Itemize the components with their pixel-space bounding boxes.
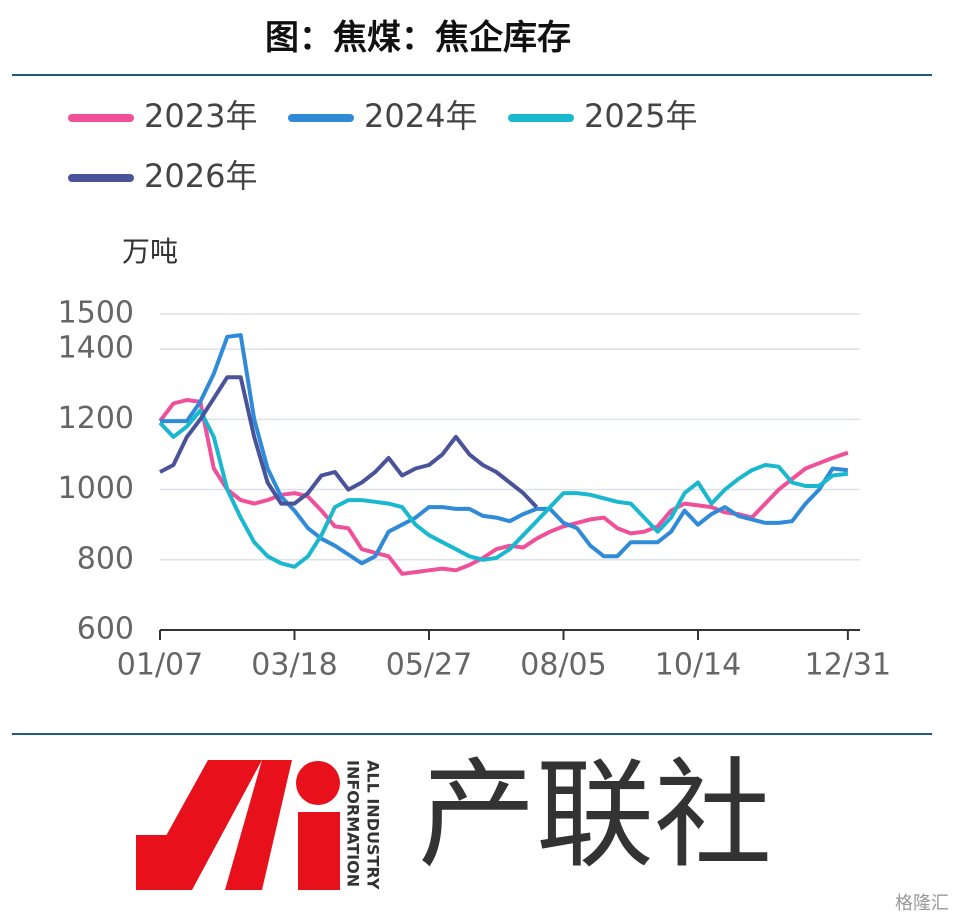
x-tick-label: 10/14	[655, 648, 741, 683]
x-tick-label: 01/07	[117, 648, 203, 683]
x-tick-label: 08/05	[520, 648, 606, 683]
series-line	[158, 408, 849, 569]
y-tick-label: 1000	[58, 471, 134, 506]
x-tick-label: 03/18	[251, 648, 337, 683]
y-tick-label: 800	[77, 541, 134, 576]
chart-title: 图：焦煤：焦企库存	[265, 18, 571, 58]
series-line	[160, 333, 849, 566]
y-tick-label: 600	[77, 612, 134, 647]
legend-label: 2025年	[584, 97, 697, 135]
y-axis-label: 万吨	[122, 235, 178, 268]
logo-shape	[296, 761, 340, 805]
legend-label: 2026年	[144, 157, 257, 195]
legend-label: 2023年	[144, 97, 257, 135]
watermark: 格隆汇	[895, 893, 949, 914]
series-line	[159, 375, 539, 509]
logo	[136, 760, 340, 890]
legend-label: 2024年	[364, 97, 477, 135]
series-line	[158, 398, 849, 576]
logo-shape	[225, 760, 292, 890]
y-tick-label: 1400	[58, 331, 134, 366]
logo-shape	[298, 812, 340, 890]
brand-tagline: ALL INDUSTRY	[364, 760, 383, 890]
x-tick-label: 05/27	[386, 648, 472, 683]
logo-shape	[136, 835, 176, 890]
brand-tagline: INFORMATION	[344, 760, 363, 887]
y-tick-label: 1500	[58, 296, 134, 331]
brand-name: 产联社	[418, 746, 772, 884]
y-tick-label: 1200	[58, 401, 134, 436]
x-tick-label: 12/31	[805, 648, 891, 683]
